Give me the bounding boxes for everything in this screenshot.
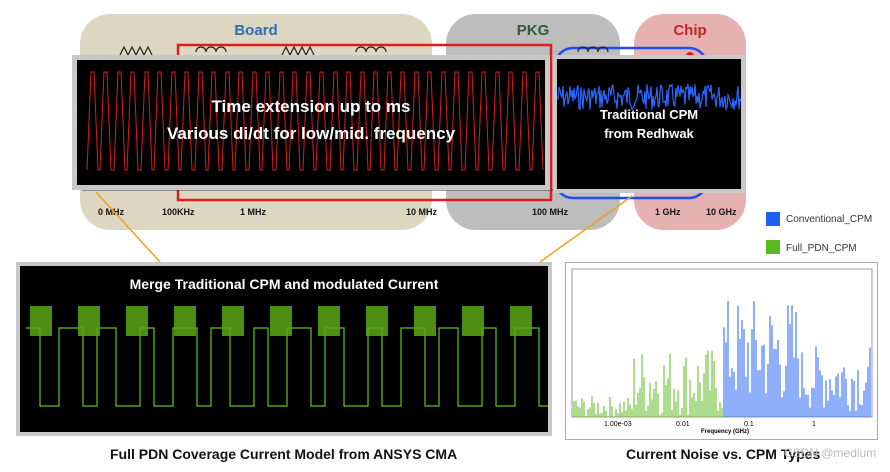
cpm-line2: from Redhwak bbox=[604, 126, 694, 141]
freq-label-1mhz: 1 MHz bbox=[240, 207, 267, 217]
pkg-label: PKG bbox=[516, 22, 550, 39]
merge-caption: Full PDN Coverage Current Model from ANS… bbox=[110, 446, 458, 462]
freq-label-100khz: 100KHz bbox=[162, 207, 195, 217]
green-burst bbox=[510, 306, 532, 336]
green-burst bbox=[270, 306, 292, 336]
time-extension-panel: Time extension up to ms Various di/dt fo… bbox=[72, 55, 550, 190]
green-waveform bbox=[26, 306, 548, 407]
freq-label-10ghz: 10 GHz bbox=[706, 207, 737, 217]
traditional-cpm-panel: Traditional CPM from Redhwak bbox=[553, 55, 745, 193]
red-waveform-trace bbox=[86, 71, 544, 171]
merge-panel: Merge Traditional CPM and modulated Curr… bbox=[16, 262, 552, 436]
watermark: CSDN @medium bbox=[784, 446, 877, 460]
green-burst bbox=[414, 306, 436, 336]
freq-label-10mhz: 10 MHz bbox=[406, 207, 438, 217]
board-label: Board bbox=[234, 22, 278, 39]
legend-label-conventional: Conventional_CPM bbox=[786, 214, 873, 225]
green-burst bbox=[318, 306, 340, 336]
legend-label-fullpdn: Full_PDN_CPM bbox=[786, 243, 857, 254]
green-burst bbox=[366, 306, 388, 336]
cpm-line1: Traditional CPM bbox=[599, 107, 699, 122]
green-burst bbox=[174, 306, 196, 336]
freq-label-0mhz: 0 MHz bbox=[98, 207, 125, 217]
time-extension-text: Time extension up to ms Various di/dt fo… bbox=[77, 93, 545, 147]
green-burst bbox=[462, 306, 484, 336]
green-burst bbox=[30, 306, 52, 336]
chip-label: Chip bbox=[673, 22, 707, 39]
green-burst bbox=[78, 306, 100, 336]
time-extension-line2: Various di/dt for low/mid. frequency bbox=[166, 124, 456, 143]
green-burst bbox=[126, 306, 148, 336]
green-burst bbox=[222, 306, 244, 336]
spectrum-tick-3: 0.1 bbox=[744, 421, 754, 428]
legend-swatch-conventional bbox=[766, 212, 780, 226]
spectrum-tick-1: 1.00e-03 bbox=[604, 421, 632, 428]
spectrum-tick-4: 1 bbox=[812, 421, 816, 428]
spectrum-panel: 1.00e-03 0.01 0.1 1 Frequency (GHz) bbox=[565, 262, 878, 440]
red-waveform bbox=[86, 71, 544, 171]
merge-title: Merge Traditional CPM and modulated Curr… bbox=[129, 276, 439, 292]
spectrum-tick-2: 0.01 bbox=[676, 421, 690, 428]
spectrum-chart bbox=[571, 268, 873, 418]
legend-swatch-fullpdn bbox=[766, 240, 780, 254]
freq-label-1ghz: 1 GHz bbox=[655, 207, 681, 217]
green-waveform-trace bbox=[26, 327, 548, 407]
time-extension-line1: Time extension up to ms bbox=[211, 97, 411, 116]
traditional-cpm-text: Traditional CPM from Redhwak bbox=[557, 105, 741, 143]
spectrum-xlabel: Frequency (GHz) bbox=[701, 429, 750, 435]
freq-label-100mhz: 100 MHz bbox=[532, 207, 569, 217]
blue-noise bbox=[557, 82, 741, 112]
spectrum-caption: Current Noise vs. CPM Types bbox=[626, 446, 821, 462]
